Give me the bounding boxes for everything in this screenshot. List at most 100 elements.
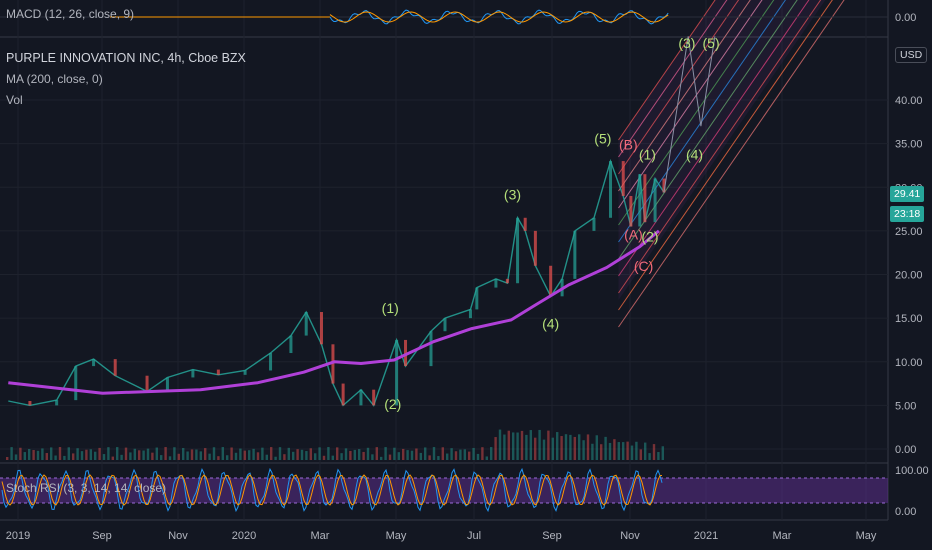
volume-bar	[45, 453, 48, 460]
volume-bar	[428, 455, 431, 460]
time-axis-label: Nov	[168, 530, 188, 542]
volume-bar	[204, 448, 207, 460]
volume-bar	[300, 449, 304, 460]
wave-label: (2)	[384, 396, 401, 412]
volume-bar	[617, 442, 620, 460]
pitchfork-line	[618, 0, 798, 260]
volume-bar	[270, 447, 273, 460]
volume-bar	[494, 437, 497, 460]
volume-bar	[133, 448, 136, 460]
volume-bar	[221, 447, 224, 460]
wave-label: (5)	[594, 131, 611, 147]
volume-bar	[322, 455, 326, 460]
volume-bar	[14, 454, 18, 460]
volume-bar	[595, 435, 598, 460]
ma-legend[interactable]: MA (200, close, 0)	[6, 72, 103, 86]
pitchfork-fill	[618, 0, 826, 300]
stoch-axis-label: 0.00	[895, 506, 916, 518]
volume-bar	[217, 456, 220, 460]
volume-bar	[124, 447, 128, 460]
candle-body	[269, 353, 273, 371]
volume-bar	[366, 447, 370, 460]
currency-button[interactable]: USD	[895, 47, 928, 63]
pitchfork-line	[618, 0, 822, 294]
volume-bar	[120, 454, 123, 460]
volume-bar	[186, 451, 189, 460]
volume-bar	[520, 430, 524, 460]
candle-body	[28, 401, 32, 406]
candle-body	[359, 389, 363, 406]
candle-body	[523, 217, 527, 231]
volume-bar	[230, 447, 233, 460]
volume-legend[interactable]: Vol	[6, 93, 23, 107]
volume-bar	[375, 447, 378, 460]
volume-bar	[586, 434, 590, 460]
candle-body	[549, 265, 553, 297]
pitchfork-line	[618, 0, 728, 158]
time-axis-label: May	[856, 530, 877, 542]
volume-bar	[569, 434, 572, 460]
volume-bar	[472, 447, 475, 460]
time-axis-label: Mar	[311, 530, 330, 542]
volume-bar	[371, 454, 374, 460]
volume-bar	[652, 444, 656, 460]
volume-bar	[116, 447, 119, 460]
pitchfork-line	[618, 0, 833, 311]
volume-bar	[151, 452, 154, 460]
candle-body	[289, 335, 293, 354]
volume-bar	[362, 451, 365, 460]
candle-body	[468, 309, 472, 319]
candle-body	[573, 230, 577, 279]
pitchfork-line	[618, 0, 810, 277]
candle-body	[55, 400, 59, 406]
volume-bar	[314, 453, 317, 460]
candle-body	[429, 331, 433, 367]
volume-bar	[287, 447, 290, 460]
volume-bar	[380, 456, 383, 460]
volume-bar	[76, 448, 79, 460]
volume-bar	[309, 448, 312, 460]
volume-bar	[36, 450, 40, 460]
volume-bar	[349, 450, 352, 460]
volume-bar	[234, 452, 238, 460]
volume-bar	[560, 436, 563, 460]
price-axis-label: 20.00	[895, 270, 923, 282]
volume-bar	[111, 456, 114, 460]
candle-body	[443, 318, 447, 332]
time-axis-label: Sep	[92, 530, 112, 542]
volume-bar	[19, 447, 22, 460]
time-axis-label: 2019	[6, 530, 30, 542]
volume-bar	[10, 447, 13, 460]
candle-body	[592, 217, 596, 231]
candle-body	[494, 278, 498, 288]
volume-bar	[476, 453, 480, 460]
volume-bar	[340, 453, 343, 460]
volume-bar	[256, 452, 260, 460]
stoch-rsi-legend[interactable]: Stoch RSI (3, 3, 14, 14, close)	[6, 481, 167, 495]
volume-bar	[578, 434, 581, 460]
price-axis-label: 5.00	[895, 400, 916, 412]
volume-bar	[168, 456, 172, 460]
candle-body	[505, 278, 509, 284]
time-axis-label: Mar	[773, 530, 792, 542]
volume-bar	[556, 432, 559, 460]
volume-bar	[608, 442, 612, 460]
volume-bar	[419, 452, 422, 460]
wave-label: (A)	[624, 227, 643, 243]
candle-body	[145, 375, 149, 392]
volume-bar	[107, 447, 110, 460]
volume-bar	[6, 457, 9, 460]
volume-bar	[648, 453, 651, 460]
volume-bar	[402, 448, 405, 460]
price-series	[8, 158, 665, 407]
volume-bar	[468, 451, 471, 460]
pitchfork-line	[618, 0, 787, 243]
candle-body	[638, 174, 642, 227]
ma200-line	[8, 229, 660, 395]
macd-axis-label: 0.00	[895, 12, 916, 24]
pitchfork-line	[618, 0, 845, 328]
volume-bar	[516, 432, 519, 460]
macd-legend[interactable]: MACD (12, 26, close, 9)	[6, 7, 135, 21]
